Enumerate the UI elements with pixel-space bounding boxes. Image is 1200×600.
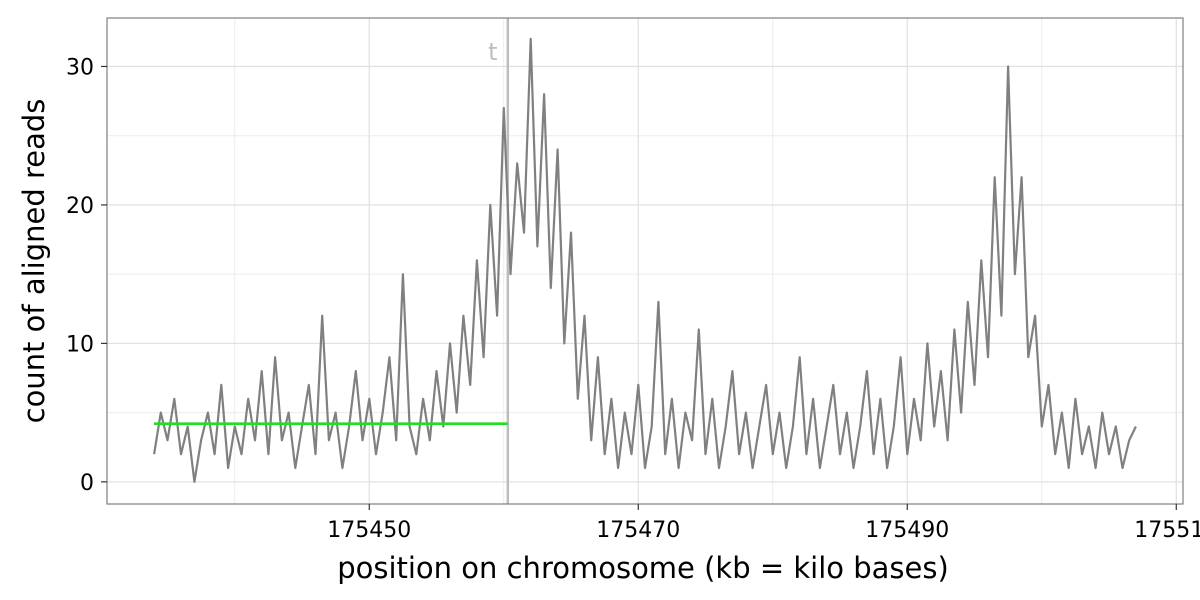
- y-tick-label: 0: [80, 471, 94, 496]
- marker-label: t: [488, 38, 497, 66]
- y-tick-label: 30: [66, 55, 94, 80]
- panel-border: [106, 17, 1184, 505]
- data-layer: t: [153, 18, 1137, 504]
- y-tick-label: 10: [66, 332, 94, 357]
- y-axis-title: count of aligned reads: [17, 99, 51, 424]
- x-tick-label: 175450: [327, 518, 411, 543]
- x-tick-label: 175490: [865, 518, 949, 543]
- x-axis-title: position on chromosome (kb = kilo bases): [337, 551, 949, 585]
- coverage-series-line: [153, 37, 1137, 483]
- y-tick-label: 20: [66, 194, 94, 219]
- x-tick-label: 175470: [596, 518, 680, 543]
